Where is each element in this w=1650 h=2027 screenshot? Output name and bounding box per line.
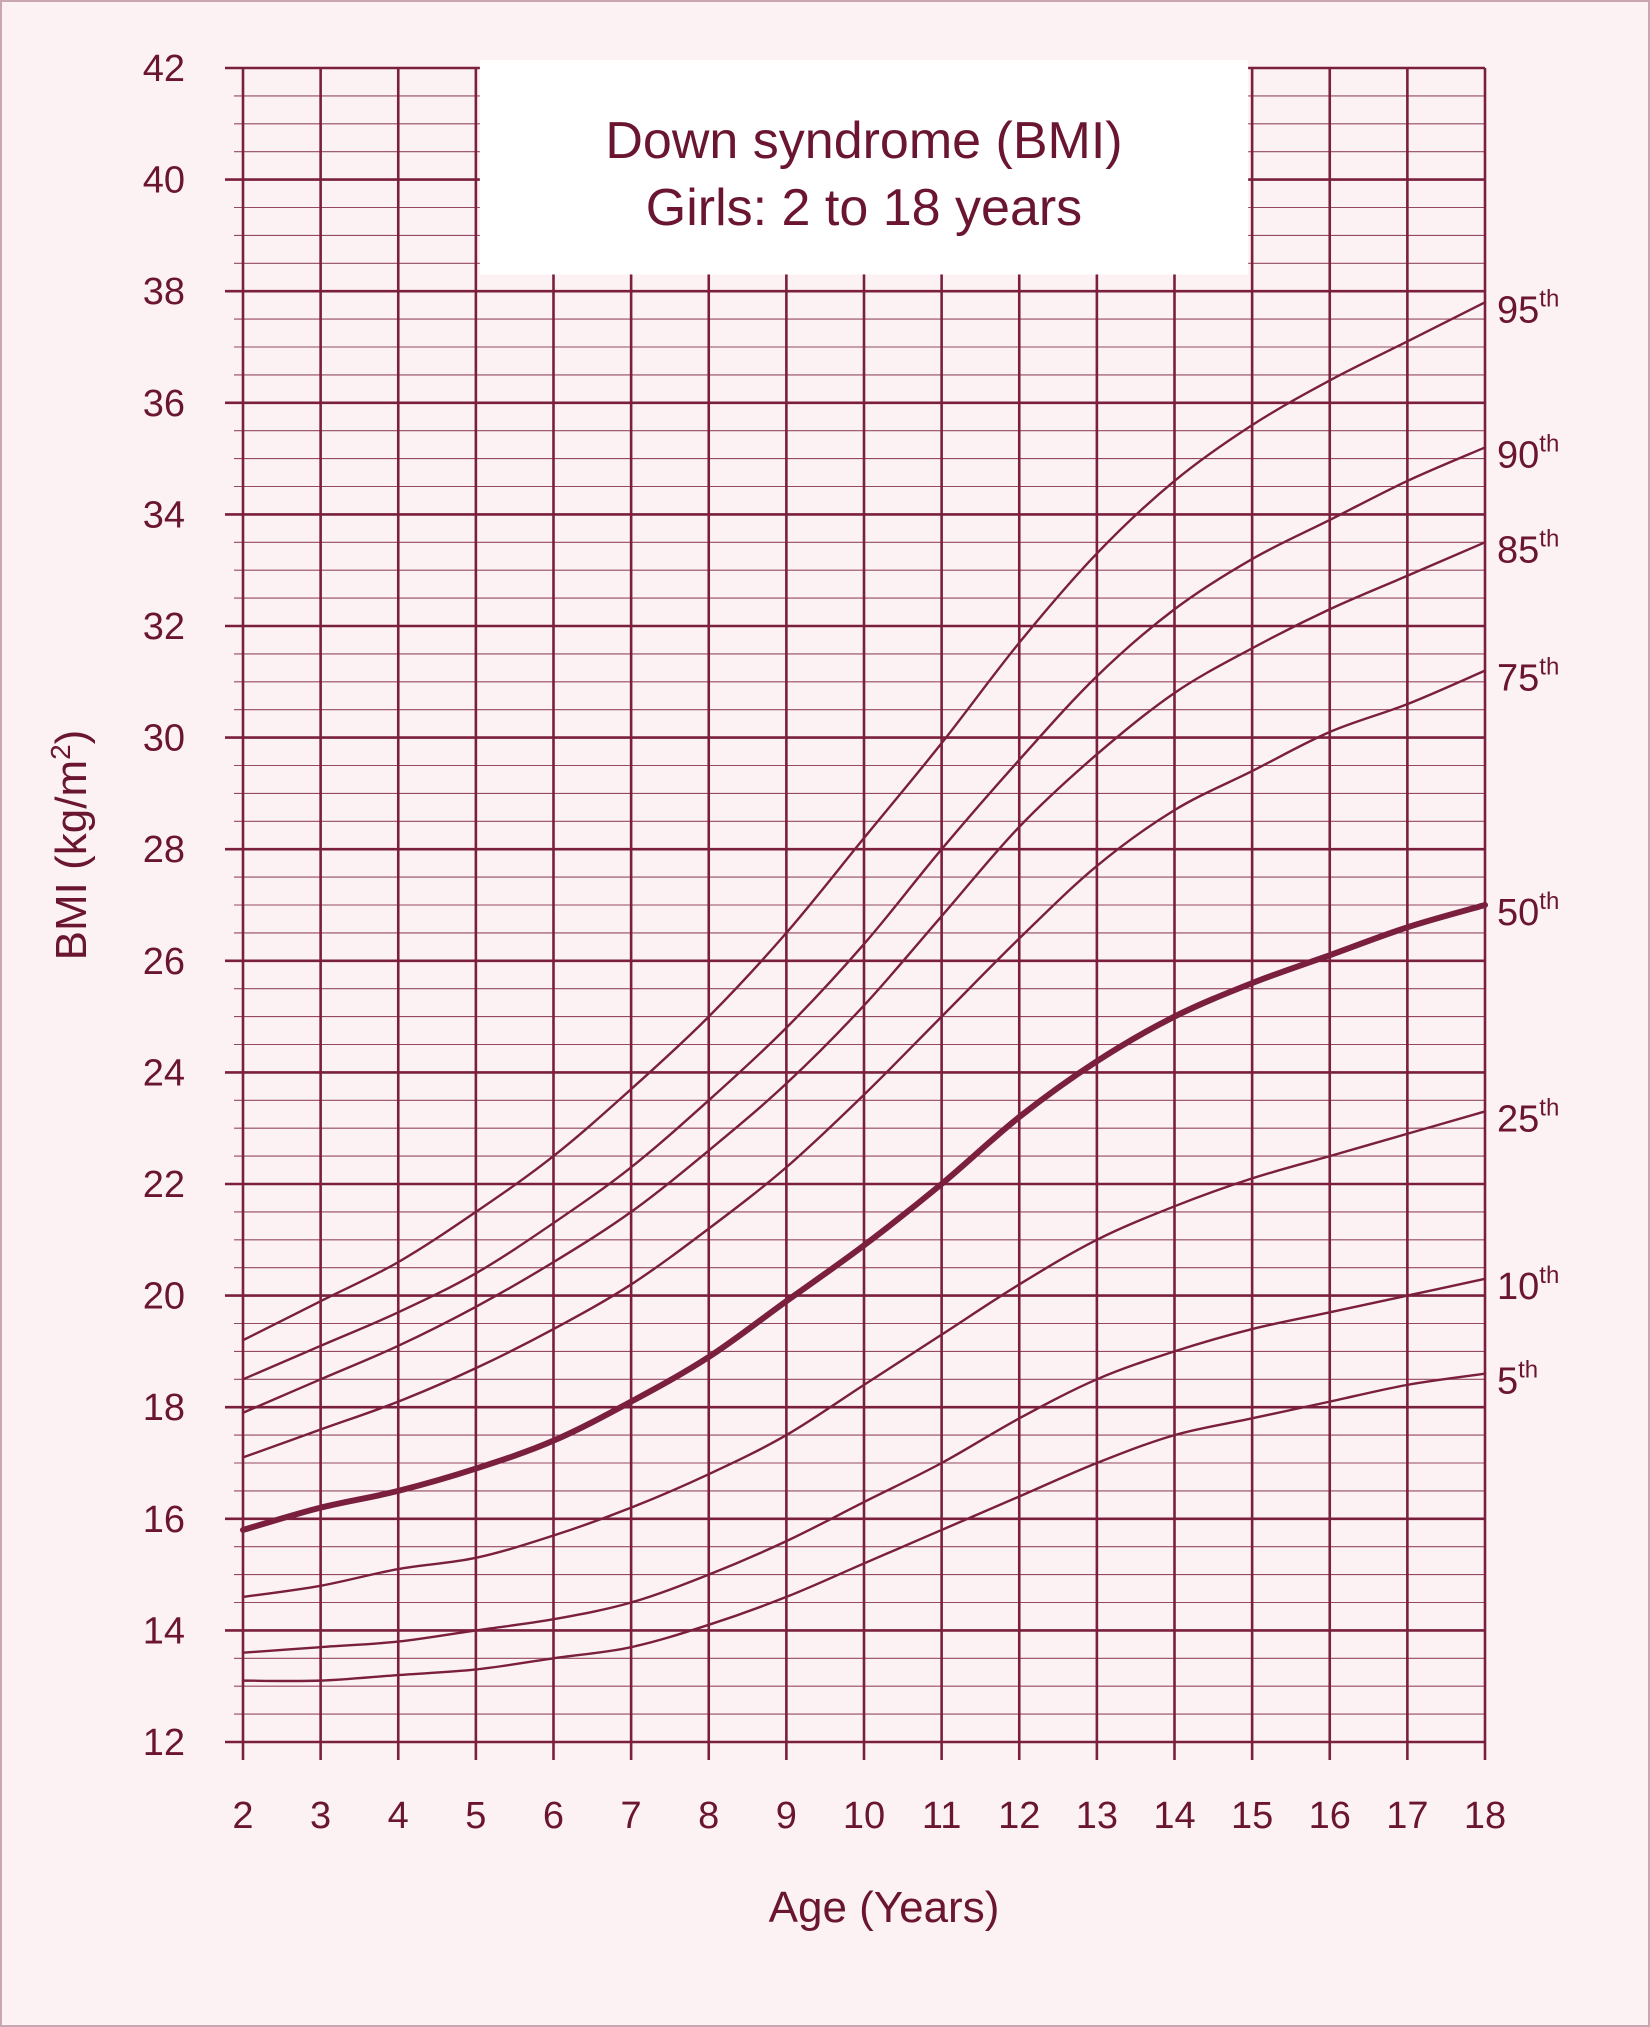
y-tick-label: 28 [143, 829, 185, 871]
y-tick-label: 40 [143, 160, 185, 202]
x-tick-label: 6 [543, 1795, 564, 1837]
x-tick-label: 17 [1386, 1795, 1428, 1837]
percentile-curve-85 [241, 541, 1487, 1414]
percentile-curve-75 [241, 669, 1487, 1459]
y-tick-label: 20 [143, 1276, 185, 1318]
percentile-curve-10 [241, 1277, 1487, 1654]
percentile-curve-50 [240, 902, 1488, 1533]
title-box: Down syndrome (BMI) Girls: 2 to 18 years [479, 60, 1249, 275]
percentile-label-75: 75th [1497, 654, 1559, 700]
percentile-label-95: 95th [1497, 285, 1559, 331]
percentile-labels: 95th 90th 85th 75th 50th 25th 10th 5th [1497, 285, 1559, 1402]
y-tick-label: 24 [143, 1052, 185, 1094]
x-tick-label: 8 [698, 1795, 719, 1837]
y-tick-label: 34 [143, 494, 185, 536]
x-tick-label: 16 [1309, 1795, 1351, 1837]
x-tick-label: 15 [1231, 1795, 1273, 1837]
y-axis-label-end: ) [47, 730, 96, 745]
percentile-label-85: 85th [1497, 525, 1559, 571]
y-tick-label: 30 [143, 718, 185, 760]
y-axis-label-superscript: 2 [45, 744, 76, 760]
y-tick-label: 38 [143, 271, 185, 313]
percentile-curve-95 [241, 301, 1487, 1342]
percentile-label-5: 5th [1497, 1357, 1538, 1403]
x-tick-label: 4 [388, 1795, 409, 1837]
percentile-label-10: 10th [1497, 1262, 1559, 1308]
x-tick-label: 2 [232, 1795, 253, 1837]
x-tick-label: 9 [776, 1795, 797, 1837]
y-tick-label: 26 [143, 941, 185, 983]
y-axis-tick-labels: 12 14 16 18 20 22 24 26 28 30 32 34 36 38 40 42 [143, 48, 185, 1764]
percentile-label-50: 50th [1497, 888, 1559, 934]
x-axis-tick-labels: 2 3 4 5 6 7 8 9 10 11 12 13 14 15 16 17 18 [232, 1795, 1506, 1837]
x-tick-label: 7 [621, 1795, 642, 1837]
x-tick-label: 10 [843, 1795, 885, 1837]
percentile-curve-90 [241, 446, 1487, 1381]
y-tick-label: 32 [143, 606, 185, 648]
percentile-label-25: 25th [1497, 1094, 1559, 1140]
x-tick-label: 14 [1153, 1795, 1195, 1837]
y-tick-label: 42 [143, 48, 185, 90]
x-tick-label: 3 [310, 1795, 331, 1837]
y-tick-label: 16 [143, 1499, 185, 1541]
x-tick-label: 11 [922, 1795, 961, 1837]
y-tick-label: 14 [143, 1610, 185, 1652]
y-tick-label: 18 [143, 1387, 185, 1429]
title-background [479, 60, 1249, 275]
x-tick-label: 18 [1464, 1795, 1506, 1837]
x-axis-label: Age (Years) [769, 1883, 1000, 1932]
chart-subtitle: Girls: 2 to 18 years [646, 179, 1082, 237]
percentile-label-90: 90th [1497, 430, 1559, 476]
percentile-curve-5 [241, 1372, 1487, 1683]
chart-grid [225, 66, 1487, 1760]
y-axis-label: BMI (kg/m2) [45, 730, 96, 961]
y-tick-label: 22 [143, 1164, 185, 1206]
y-tick-label: 36 [143, 383, 185, 425]
x-tick-label: 5 [465, 1795, 486, 1837]
y-tick-label: 12 [143, 1722, 185, 1764]
x-tick-label: 12 [998, 1795, 1040, 1837]
percentile-curve-25 [241, 1110, 1487, 1599]
x-tick-label: 13 [1076, 1795, 1118, 1837]
percentile-curves [240, 301, 1488, 1683]
y-axis-label-text: BMI (kg/m [47, 760, 96, 960]
chart-title: Down syndrome (BMI) [605, 112, 1122, 170]
